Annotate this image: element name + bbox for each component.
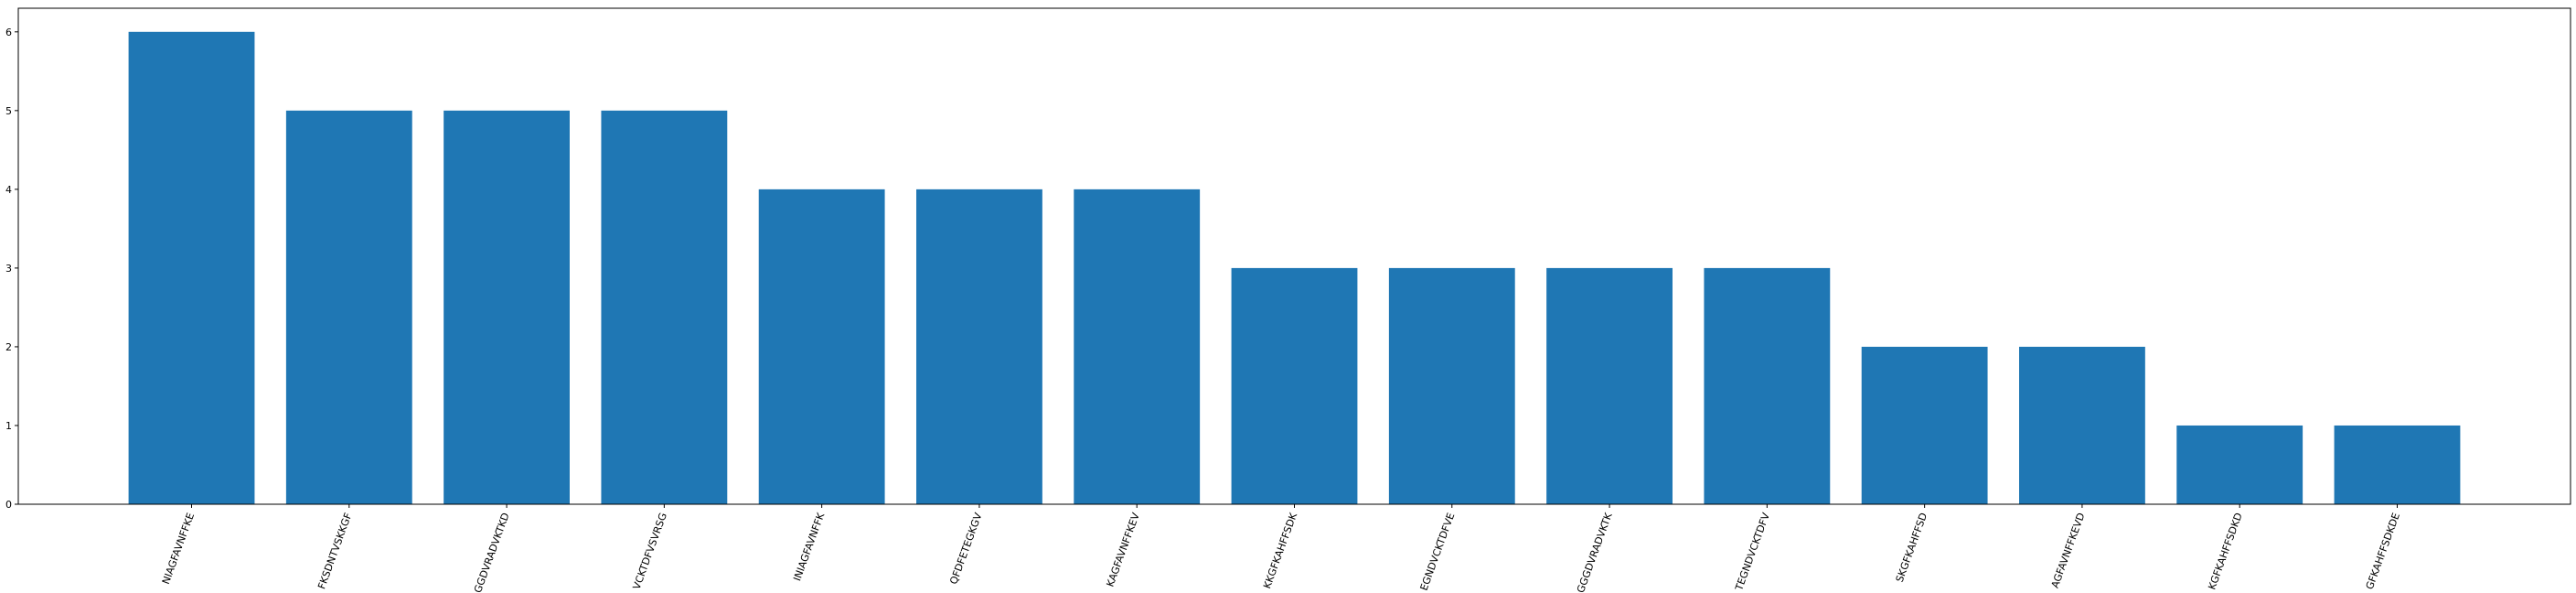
- bars-group: [128, 31, 2461, 505]
- bar-vcktdfvsvrsg: [601, 110, 728, 504]
- x-tick-label: KAGFAVNFFKEV: [1105, 511, 1142, 588]
- x-tick-label: FKSDNTVSKKGF: [315, 512, 354, 591]
- y-tick-label: 6: [5, 27, 12, 38]
- y-tick-label: 4: [5, 184, 12, 196]
- y-tick-label: 2: [5, 341, 12, 353]
- x-tick-label: AGFAVNFFKEVD: [2049, 512, 2088, 590]
- y-tick-label: 5: [5, 105, 12, 117]
- y-tick-label: 1: [5, 420, 12, 432]
- bar-ggdvradvktkd: [444, 110, 570, 504]
- plot-frame: [17, 7, 2571, 505]
- x-tick-label: NIAGFAVNFFKE: [160, 512, 197, 587]
- bar-kagfavnffkev: [1074, 189, 1201, 504]
- bar-skgfkahffsd: [1861, 346, 1988, 504]
- y-axis: 0 1 2 3 4 5 6: [5, 27, 18, 511]
- x-tick-label: EGNDVCKTDFVE: [1418, 512, 1458, 593]
- bar-agfavnffkevd: [2019, 346, 2145, 504]
- y-tick-label: 0: [5, 499, 12, 511]
- bar-fksdntvskkgf: [285, 110, 412, 504]
- bar-gfkahffsdkde: [2334, 425, 2461, 504]
- x-tick-label: GGGDVRADVKTK: [1575, 511, 1615, 593]
- x-tick-label: GFKAHFFSDKDE: [2364, 512, 2402, 591]
- bar-iniagfavnffk: [758, 189, 885, 504]
- bar-kgfkahffsdkd: [2176, 425, 2303, 504]
- bar-niagfavnffke: [128, 31, 255, 505]
- x-tick-label: GGDVRADVKTKD: [472, 512, 512, 593]
- x-tick-label: KKGFKAHFFSDK: [1261, 511, 1299, 590]
- bar-kkgfkahffsdk: [1231, 267, 1358, 504]
- x-tick-label: INIAGFAVNFFK: [791, 511, 827, 583]
- bar-tegndvcktdfv: [1704, 267, 1831, 504]
- x-tick-label: KGFKAHFFSDKD: [2206, 512, 2244, 592]
- bar-gggdvradvktk: [1546, 267, 1673, 504]
- x-tick-label: TEGNDVCKTDFV: [1733, 511, 1772, 593]
- x-tick-label: SKGFKAHFFSD: [1894, 512, 1930, 584]
- bar-egndvcktdfve: [1388, 267, 1515, 504]
- x-tick-label: QFDFETEGKGV: [947, 511, 984, 586]
- y-tick-label: 3: [5, 263, 12, 275]
- x-tick-label: VCKTDFVSVRSG: [631, 512, 669, 591]
- x-axis: NIAGFAVNFFKE FKSDNTVSKKGF GGDVRADVKTKD VCKT…: [160, 504, 2402, 593]
- bar-qfdfetegkgv: [916, 189, 1042, 504]
